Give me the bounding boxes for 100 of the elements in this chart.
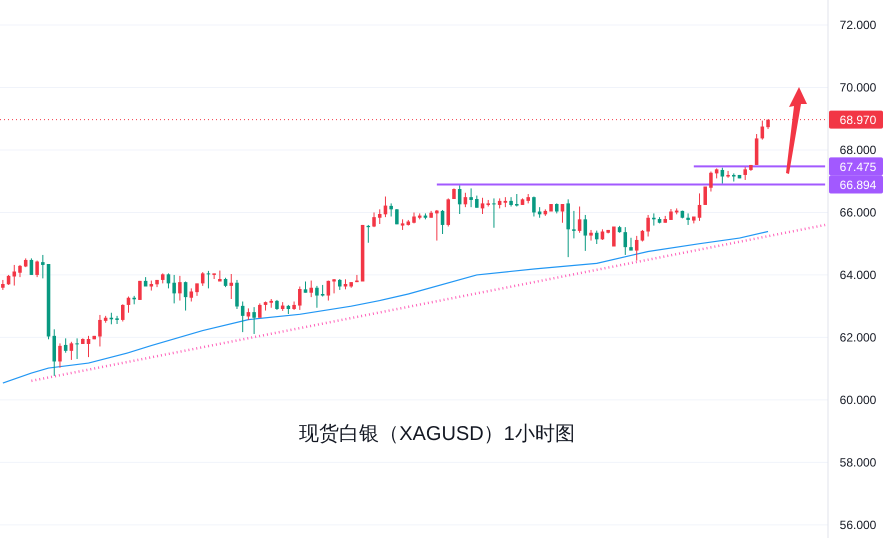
candlestick: [412, 212, 416, 224]
y-tick-label: 60.000: [840, 392, 877, 407]
candlestick: [480, 197, 484, 215]
candlestick: [230, 274, 234, 300]
candlestick: [121, 304, 125, 322]
candlestick: [235, 279, 239, 310]
candlestick: [612, 226, 616, 247]
candlestick: [98, 314, 102, 347]
candlestick: [224, 277, 228, 288]
candlestick: [18, 264, 22, 278]
candlestick: [464, 192, 468, 208]
candlestick: [395, 208, 399, 225]
candlestick: [252, 306, 256, 334]
candlestick: [458, 185, 462, 215]
candlestick: [246, 308, 250, 320]
y-tick-label: 72.000: [840, 18, 877, 32]
candlestick: [400, 218, 404, 230]
candlestick: [6, 274, 10, 286]
candlestick: [190, 288, 194, 302]
candlestick: [126, 296, 130, 314]
candlestick: [469, 188, 473, 208]
candlestick: [634, 235, 638, 262]
legend-label: 66.894: [840, 178, 877, 192]
candlestick: [240, 300, 244, 333]
ref-line-label: 68.970: [840, 113, 877, 128]
candlestick: [320, 284, 324, 297]
candlestick: [538, 206, 542, 218]
candlestick: [332, 278, 336, 294]
candlestick: [709, 171, 713, 192]
candlestick: [338, 278, 342, 290]
candlestick: [75, 338, 79, 360]
candlestick: [30, 258, 34, 276]
candlestick: [144, 276, 148, 287]
candlestick: [275, 299, 279, 310]
y-tick-label: 70.000: [840, 80, 877, 94]
candlestick: [515, 194, 519, 208]
candlestick: [286, 304, 290, 314]
candlestick: [64, 338, 68, 354]
candlestick: [12, 264, 16, 286]
candlestick: [554, 202, 559, 214]
candlestick: [326, 280, 330, 302]
candlestick: [532, 196, 536, 218]
candlestick: [600, 228, 604, 240]
candlestick: [629, 237, 633, 252]
candlestick: [669, 208, 673, 220]
candlestick: [150, 280, 154, 292]
candlestick: [584, 214, 588, 252]
candlestick: [492, 198, 496, 228]
candlestick: [178, 275, 182, 302]
candlestick: [440, 209, 444, 235]
y-tick-label: 64.000: [840, 268, 877, 282]
y-tick-label: 62.000: [840, 330, 877, 344]
y-tick-label: 66.000: [840, 205, 877, 220]
candlestick: [206, 270, 210, 289]
candlestick: [572, 210, 576, 239]
candlestick: [41, 254, 45, 279]
candlestick: [166, 272, 170, 289]
candlestick: [1, 279, 5, 290]
candlestick: [714, 168, 718, 179]
candlestick: [298, 286, 302, 310]
candlestick: [200, 272, 204, 286]
candlestick: [384, 196, 388, 218]
candlestick: [86, 335, 90, 358]
candlestick: [652, 212, 656, 226]
candlestick: [560, 204, 564, 224]
candlestick: [309, 280, 313, 298]
candlestick: [35, 260, 39, 278]
candlestick: [110, 312, 114, 325]
candlestick: [509, 196, 513, 208]
candlestick: [195, 282, 199, 296]
y-tick-label: 56.000: [840, 518, 877, 532]
candlestick: [578, 206, 582, 234]
candlestick: [70, 341, 74, 360]
candlestick: [743, 166, 747, 180]
series-label: 67.475: [840, 160, 877, 174]
candlestick: [703, 186, 707, 206]
candlestick: [624, 226, 628, 256]
candlestick: [184, 280, 188, 312]
candlestick: [504, 196, 508, 208]
candlestick: [435, 209, 439, 242]
candlestick: [498, 198, 502, 209]
candlestick: [526, 194, 530, 204]
candlestick: [686, 212, 690, 226]
candlestick: [760, 120, 764, 140]
candlestick: [594, 230, 598, 245]
candlestick: [172, 274, 176, 304]
candlestick: [160, 272, 165, 284]
candlestick: [389, 202, 393, 218]
candlestick: [475, 195, 479, 208]
candlestick: [720, 167, 724, 184]
candlestick: [58, 342, 62, 368]
candlestick: [640, 229, 644, 242]
candlestick: [378, 208, 382, 225]
candlestick: [372, 212, 376, 228]
y-tick-label: 68.000: [840, 142, 877, 157]
candlestick: [264, 300, 268, 312]
candlestick: [218, 270, 222, 282]
candlestick: [646, 214, 650, 238]
candlestick: [698, 192, 702, 222]
y-tick-label: 58.000: [840, 455, 877, 470]
